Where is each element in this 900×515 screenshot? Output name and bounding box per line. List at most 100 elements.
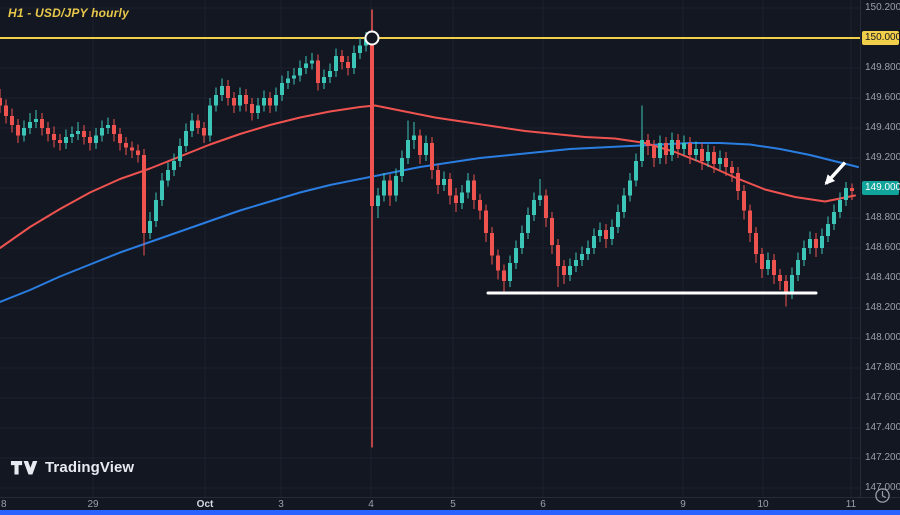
candle-body [448, 179, 452, 196]
candle-body [544, 195, 548, 218]
price-axis[interactable]: 150.200 150.000 149.800 149.600 149.400 149.2… [860, 0, 900, 497]
candle-body [844, 188, 848, 200]
candle-body [94, 135, 98, 143]
price-tick-label: 147.400 [865, 422, 900, 433]
candle-body [118, 134, 122, 143]
candle-body [484, 210, 488, 233]
candle-body [520, 233, 524, 248]
candle-body [442, 179, 446, 185]
candle-body [322, 77, 326, 83]
candle-body [160, 180, 164, 200]
candle-body [46, 128, 50, 134]
candle-body [238, 95, 242, 106]
candle-body [592, 236, 596, 248]
price-tick-label: 149.400 [865, 122, 900, 133]
candle-body [10, 116, 14, 125]
alert-price-label: 150.000 [862, 31, 900, 45]
candle-body [394, 176, 398, 196]
candle-body [16, 125, 20, 136]
top-circle-marker[interactable] [364, 30, 380, 46]
clock-icon[interactable] [874, 487, 891, 504]
current-price-label: 149.000 [862, 181, 900, 195]
candle-body [106, 125, 110, 128]
price-tick-label: 150.200 [865, 2, 900, 13]
candle-body [754, 233, 758, 254]
candle-body [100, 128, 104, 136]
price-tick-label: 148.000 [865, 332, 900, 343]
candle-body [466, 180, 470, 193]
candle-body [310, 60, 314, 64]
price-tick-label: 147.800 [865, 362, 900, 373]
candle-body [574, 260, 578, 266]
candle-body [778, 275, 782, 281]
tradingview-logo-text: TradingView [45, 459, 135, 476]
candle-body [88, 137, 92, 143]
candle-body [766, 260, 770, 269]
candle-body [148, 221, 152, 233]
time-tick-label: 10 [757, 499, 769, 510]
annotation-arrow[interactable] [824, 161, 847, 185]
candle-body [124, 143, 128, 148]
price-tick-label: 149.200 [865, 152, 900, 163]
candle-body [220, 86, 224, 95]
candle-body [490, 233, 494, 256]
chart-title: H1 - USD/JPY hourly [8, 6, 129, 20]
candle-body [748, 210, 752, 233]
time-tick-label: Oct [196, 499, 214, 510]
candle-body [232, 98, 236, 106]
candle-body [832, 212, 836, 224]
candle-body [838, 200, 842, 212]
candle-body [388, 180, 392, 196]
candle-body [628, 180, 632, 196]
candle-body [382, 180, 386, 196]
price-tick-label: 147.200 [865, 452, 900, 463]
tradingview-logo[interactable]: TradingView [10, 459, 134, 476]
candle-body [550, 218, 554, 245]
candle-body [154, 200, 158, 221]
candle-body [64, 137, 68, 143]
candle-body [616, 212, 620, 227]
candle-body [784, 281, 788, 293]
candle-body [796, 260, 800, 275]
price-chart-canvas[interactable] [0, 0, 860, 497]
candle-body [424, 143, 428, 155]
candle-body [814, 239, 818, 248]
candle-body [58, 140, 62, 143]
candle-body [70, 134, 74, 137]
candle-body [682, 143, 686, 149]
candle-body [316, 60, 320, 83]
time-axis[interactable]: 8 29 Oct 3 4 5 6 9 10 11 [0, 497, 900, 510]
price-tick-label: 147.000 [865, 482, 900, 493]
ma-red-line [0, 104, 856, 249]
candle-body [562, 266, 566, 275]
candle-body [274, 95, 278, 106]
candle-body [538, 195, 542, 200]
candle-body [664, 143, 668, 155]
candle-body [352, 53, 356, 68]
candle-body [580, 254, 584, 260]
time-tick-label: 9 [680, 499, 686, 510]
candle-body [454, 195, 458, 203]
candle-body [358, 45, 362, 53]
candle-body [292, 75, 296, 79]
candle-body [418, 135, 422, 155]
candle-body [82, 131, 86, 137]
candle-body [190, 120, 194, 131]
candle-body [280, 83, 284, 95]
price-tick-label: 148.200 [865, 302, 900, 313]
candle-body [28, 122, 32, 128]
candle-body [136, 150, 140, 155]
candle-body [568, 266, 572, 275]
candle-body [670, 140, 674, 155]
candle-body [184, 131, 188, 146]
candle-body [22, 128, 26, 136]
ma-blue-line [0, 142, 859, 303]
candle-body [436, 170, 440, 185]
candle-body [376, 195, 380, 206]
candle-body [196, 120, 200, 128]
candle-body [298, 68, 302, 76]
bottom-loading-bar [0, 510, 900, 515]
candle-body [802, 248, 806, 260]
candle-body [556, 245, 560, 266]
